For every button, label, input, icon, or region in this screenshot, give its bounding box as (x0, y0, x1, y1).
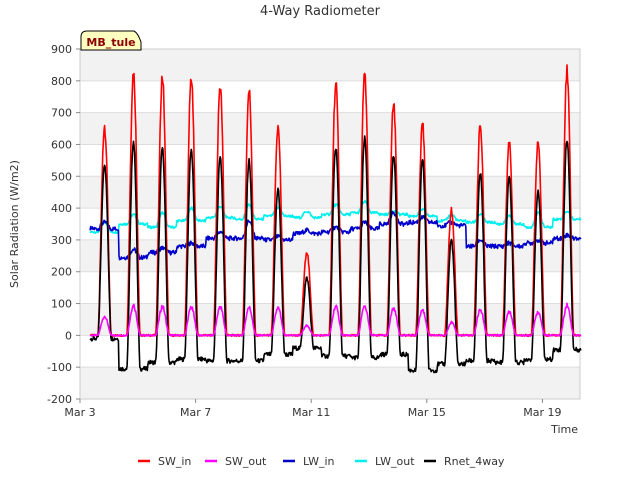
x-tick-label: Mar 19 (523, 406, 561, 419)
y-tick-label: 300 (51, 234, 72, 247)
plot-band (80, 239, 580, 272)
x-tick-label: Mar 3 (64, 406, 95, 419)
plot-band (80, 176, 580, 209)
x-axis-ticks: Mar 3 Mar 7 Mar 11 Mar 15 Mar 19 (64, 399, 562, 419)
x-tick-label: Mar 15 (408, 406, 446, 419)
y-tick-label: -200 (47, 393, 72, 406)
y-tick-label: 0 (65, 329, 72, 342)
series-line-rnet-4way (89, 135, 582, 374)
y-tick-label: 600 (51, 138, 72, 151)
legend-label: LW_out (375, 455, 415, 468)
y-tick-label: 900 (51, 43, 72, 56)
y-tick-label: -100 (47, 361, 72, 374)
y-tick-label: 400 (51, 202, 72, 215)
site-label: MB_tule (86, 36, 135, 49)
chart-title: 4-Way Radiometer (260, 4, 381, 19)
y-tick-label: 700 (51, 107, 72, 120)
legend-label: LW_in (303, 455, 335, 468)
x-axis-label: Time (550, 423, 578, 436)
site-label-box: MB_tule (80, 30, 142, 51)
plot-band (80, 112, 580, 145)
y-tick-label: 800 (51, 75, 72, 88)
x-tick-label: Mar 11 (292, 406, 330, 419)
site-label-tag (80, 30, 142, 51)
x-tick-label: Mar 7 (180, 406, 211, 419)
plot-bands (80, 49, 580, 399)
legend-label: SW_in (158, 455, 191, 468)
y-tick-label: 500 (51, 170, 72, 183)
legend: SW_in SW_out LW_in LW_out Rnet_4way (138, 455, 505, 468)
series-line-sw-out (89, 302, 582, 337)
y-tick-label: 200 (51, 266, 72, 279)
y-axis-ticks: -200 -100 0 100 200 300 400 500 600 700 800 900 (47, 43, 80, 406)
series-line-lw-out (89, 200, 582, 234)
plot-band (80, 49, 580, 81)
plot-band (80, 367, 580, 399)
series-line-lw-in (89, 210, 582, 261)
y-tick-label: 100 (51, 298, 72, 311)
legend-label: Rnet_4way (444, 455, 505, 468)
legend-label: SW_out (225, 455, 267, 468)
series-layer (89, 64, 582, 374)
y-axis-label: Solar Radiation (W/m2) (8, 160, 21, 288)
plot-frame (79, 48, 581, 400)
